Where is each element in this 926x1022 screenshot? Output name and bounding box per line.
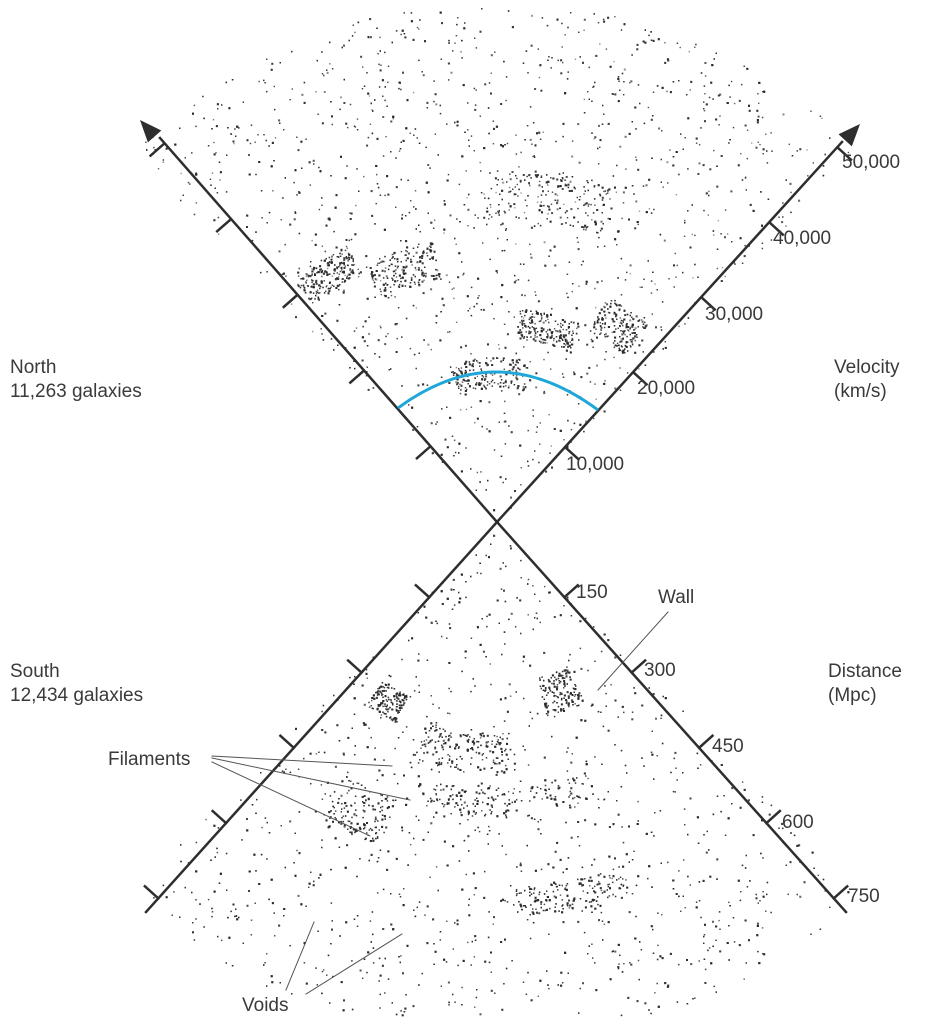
north-west-axis-tick xyxy=(415,444,433,461)
south-east-axis-tick xyxy=(697,734,715,750)
void-pointer-line xyxy=(285,921,315,991)
velocity-tick-label: 50,000 xyxy=(842,152,901,173)
velocity-tick-label: 40,000 xyxy=(773,228,832,249)
north-east-arrowhead xyxy=(838,124,860,147)
wall-pointer-line xyxy=(597,611,669,691)
north-east-axis-tick xyxy=(563,445,581,461)
annotation-pointer-lines xyxy=(211,611,669,995)
north-title: North xyxy=(10,357,57,378)
velocity-tick-label: 20,000 xyxy=(637,378,696,399)
north-east-axis-line xyxy=(495,140,844,524)
south-galaxy-scatter xyxy=(153,534,850,1017)
survey-wedge-axes xyxy=(140,120,860,914)
south-west-axis-tick xyxy=(278,734,296,750)
north-west-arrowhead xyxy=(140,120,162,143)
velocity-tick-label: 30,000 xyxy=(705,304,764,325)
south-label: South 12,434 galaxies xyxy=(10,660,143,708)
south-east-axis-tick xyxy=(832,884,849,901)
south-east-axis-line xyxy=(495,520,848,914)
north-west-axis-tick xyxy=(215,217,233,234)
south-east-axis-tick xyxy=(629,658,647,675)
distance-tick-label: 600 xyxy=(782,812,814,833)
north-east-axis-tick xyxy=(631,370,649,387)
north-west-axis-tick xyxy=(348,368,366,385)
void-pointer-line xyxy=(305,933,403,995)
south-west-axis-line xyxy=(144,520,499,914)
distance-axis-title: Distance (Mpc) xyxy=(828,660,902,708)
south-east-axis-tick xyxy=(764,809,782,825)
north-label: North 11,263 galaxies xyxy=(10,356,142,404)
south-title: South xyxy=(10,661,60,682)
distance-axis-name: Distance xyxy=(828,661,902,682)
distance-tick-label: 750 xyxy=(848,886,880,907)
velocity-tick-label: 10,000 xyxy=(566,454,625,475)
south-west-axis-tick xyxy=(346,658,364,675)
voids-label: Voids xyxy=(242,995,289,1016)
velocity-axis-name: Velocity xyxy=(834,357,900,378)
north-east-axis-tick xyxy=(835,145,853,162)
south-west-axis-tick xyxy=(143,884,161,901)
south-west-axis-tick xyxy=(210,809,228,825)
velocity-axis-title: Velocity (km/s) xyxy=(834,356,899,404)
filament-pointer-line xyxy=(211,757,411,801)
north-galaxy-scatter xyxy=(145,8,850,512)
north-galaxy-count: 11,263 galaxies xyxy=(10,381,142,402)
filaments-label: Filaments xyxy=(108,749,191,770)
distance-tick-label: 150 xyxy=(576,582,608,603)
velocity-axis-unit: (km/s) xyxy=(834,381,887,402)
north-west-axis-tick xyxy=(148,141,166,158)
south-west-axis-tick xyxy=(414,583,432,600)
distance-tick-label: 300 xyxy=(644,660,676,681)
north-west-axis-line xyxy=(158,136,499,524)
wall-label: Wall xyxy=(658,587,695,608)
filament-pointer-line xyxy=(211,755,393,767)
south-galaxy-count: 12,434 galaxies xyxy=(10,685,144,706)
distance-axis-unit: (Mpc) xyxy=(828,685,877,706)
north-west-axis-tick xyxy=(281,293,300,309)
filament-pointer-line xyxy=(211,761,371,837)
distance-tick-label: 450 xyxy=(712,736,744,757)
north-east-axis-tick xyxy=(699,295,717,312)
north-east-axis-tick xyxy=(767,220,785,237)
south-east-axis-tick xyxy=(562,583,580,600)
highlight-arc xyxy=(397,370,599,412)
